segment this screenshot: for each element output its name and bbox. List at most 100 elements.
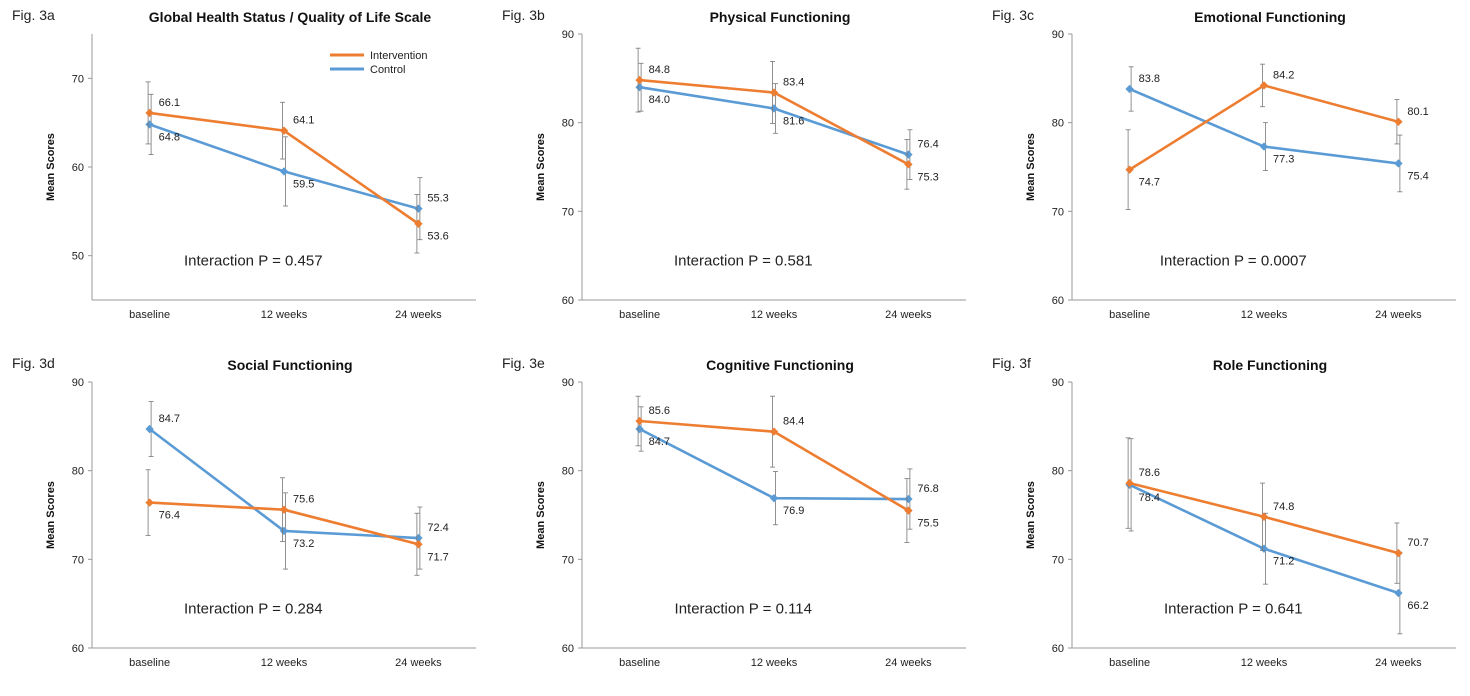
data-label: 71.7 bbox=[427, 551, 448, 563]
data-point-marker bbox=[414, 204, 423, 213]
data-label: 70.7 bbox=[1407, 537, 1428, 549]
x-category-label: baseline bbox=[619, 657, 660, 669]
y-axis-label: Mean Scores bbox=[1025, 481, 1037, 549]
y-axis-label: Mean Scores bbox=[535, 133, 547, 201]
data-point-marker bbox=[635, 416, 644, 426]
data-label: 72.4 bbox=[427, 522, 448, 534]
fig-label: Fig. 3d bbox=[12, 355, 55, 371]
data-point-marker bbox=[145, 424, 154, 434]
chart-title: Social Functioning bbox=[227, 357, 352, 373]
data-point-marker bbox=[1394, 117, 1403, 126]
x-category-label: 12 weeks bbox=[751, 657, 798, 669]
data-label: 71.2 bbox=[1273, 556, 1294, 568]
legend-label: Control bbox=[370, 64, 405, 76]
data-point-marker bbox=[635, 75, 644, 85]
chart-panel-3: Fig. 3c Emotional Functioning 60 70 80 90 Mean… bbox=[980, 0, 1470, 348]
data-label: 84.0 bbox=[649, 94, 670, 106]
data-point-marker bbox=[1394, 548, 1403, 558]
y-tick-label: 90 bbox=[1052, 377, 1064, 389]
data-point-marker bbox=[769, 427, 779, 436]
data-point-marker bbox=[1259, 544, 1269, 553]
data-label: 84.7 bbox=[649, 436, 670, 448]
data-point-marker bbox=[1259, 81, 1269, 90]
chart-svg: Fig. 3a Global Health Status / Quality of… bbox=[12, 7, 476, 321]
data-label: 78.6 bbox=[1139, 467, 1160, 479]
chart-title: Cognitive Functioning bbox=[706, 357, 854, 373]
data-label: 74.8 bbox=[1273, 501, 1294, 513]
data-point-marker bbox=[279, 167, 289, 176]
data-label: 84.4 bbox=[783, 416, 804, 428]
data-label: 85.6 bbox=[649, 405, 670, 417]
chart-title: Emotional Functioning bbox=[1194, 9, 1346, 25]
x-category-label: 12 weeks bbox=[1241, 657, 1288, 669]
data-point-marker bbox=[414, 540, 423, 549]
data-label: 76.4 bbox=[159, 510, 180, 522]
data-point-marker bbox=[1259, 512, 1269, 521]
chart-panel-5: Fig. 3e Cognitive Functioning 60 70 80 90 Mean… bbox=[490, 348, 980, 696]
y-tick-label: 70 bbox=[72, 554, 84, 566]
series-line-control bbox=[1129, 87, 1399, 165]
y-tick-label: 60 bbox=[1052, 295, 1064, 307]
data-point-marker bbox=[145, 108, 154, 118]
y-tick-label: 60 bbox=[562, 295, 574, 307]
y-axis-label: Mean Scores bbox=[45, 133, 57, 201]
data-label: 76.8 bbox=[917, 483, 938, 495]
legend-label: Intervention bbox=[370, 50, 427, 62]
fig-label: Fig. 3e bbox=[502, 355, 545, 371]
y-tick-label: 80 bbox=[1052, 466, 1064, 478]
interaction-p-annotation: Interaction P = 0.457 bbox=[184, 252, 323, 269]
data-label: 53.6 bbox=[427, 231, 448, 243]
y-tick-label: 90 bbox=[1052, 29, 1064, 41]
x-category-label: 24 weeks bbox=[885, 309, 932, 321]
x-category-label: 24 weeks bbox=[1375, 309, 1422, 321]
series-line-control bbox=[639, 427, 909, 501]
x-category-label: baseline bbox=[1109, 309, 1150, 321]
data-point-marker bbox=[904, 150, 913, 159]
chart-svg: Fig. 3b Physical Functioning 60 70 80 90 Mean … bbox=[502, 7, 966, 321]
data-point-marker bbox=[145, 120, 154, 129]
data-point-marker bbox=[635, 424, 644, 434]
y-tick-label: 60 bbox=[562, 643, 574, 655]
data-point-marker bbox=[145, 498, 154, 507]
y-tick-label: 80 bbox=[562, 466, 574, 478]
data-label: 80.1 bbox=[1407, 106, 1428, 118]
y-tick-label: 80 bbox=[562, 118, 574, 130]
chart-panel-4: Fig. 3d Social Functioning 60 70 80 90 Mean Sc… bbox=[0, 348, 490, 696]
series-line-control bbox=[1129, 483, 1399, 595]
data-point-marker bbox=[279, 505, 289, 514]
x-category-label: 12 weeks bbox=[261, 657, 308, 669]
y-tick-label: 80 bbox=[1052, 118, 1064, 130]
data-label: 83.4 bbox=[783, 77, 804, 89]
y-axis-label: Mean Scores bbox=[45, 481, 57, 549]
x-category-label: 24 weeks bbox=[395, 309, 442, 321]
y-tick-label: 70 bbox=[562, 554, 574, 566]
data-point-marker bbox=[1125, 478, 1134, 488]
chart-svg: Fig. 3f Role Functioning 60 70 80 90 Mean Scor… bbox=[992, 355, 1456, 669]
data-point-marker bbox=[769, 104, 779, 113]
data-point-marker bbox=[1259, 142, 1269, 151]
data-point-marker bbox=[904, 160, 913, 169]
data-label: 73.2 bbox=[293, 538, 314, 550]
fig-label: Fig. 3c bbox=[992, 7, 1034, 23]
data-label: 83.8 bbox=[1139, 73, 1160, 85]
data-label: 74.7 bbox=[1139, 177, 1160, 189]
data-label: 66.2 bbox=[1407, 600, 1428, 612]
x-category-label: baseline bbox=[619, 309, 660, 321]
data-label: 66.1 bbox=[159, 97, 180, 109]
data-point-marker bbox=[769, 493, 779, 503]
y-tick-label: 90 bbox=[562, 377, 574, 389]
interaction-p-annotation: Interaction P = 0.641 bbox=[1164, 600, 1303, 617]
interaction-p-annotation: Interaction P = 0.581 bbox=[674, 252, 813, 269]
y-tick-label: 60 bbox=[1052, 643, 1064, 655]
x-category-label: 12 weeks bbox=[1241, 309, 1288, 321]
data-label: 75.5 bbox=[917, 518, 938, 530]
x-category-label: 24 weeks bbox=[395, 657, 442, 669]
series-line-control bbox=[639, 85, 909, 156]
fig-label: Fig. 3b bbox=[502, 7, 545, 23]
interaction-p-annotation: Interaction P = 0.0007 bbox=[1160, 252, 1307, 269]
x-category-label: baseline bbox=[1109, 657, 1150, 669]
data-label: 64.1 bbox=[293, 115, 314, 127]
data-label: 78.4 bbox=[1139, 492, 1160, 504]
chart-title: Physical Functioning bbox=[710, 9, 851, 25]
